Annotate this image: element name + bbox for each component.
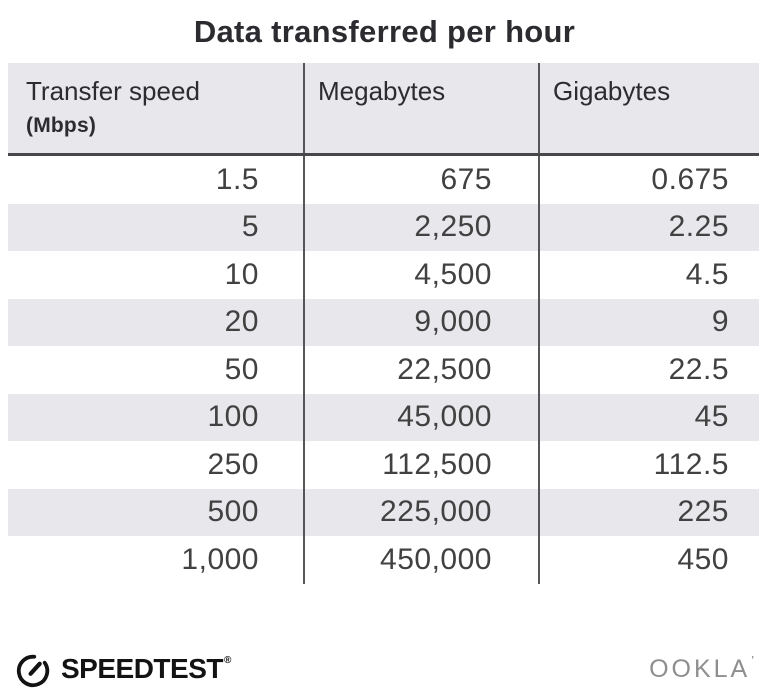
table-cell: 450 [538,536,759,584]
table-cell: 250 [207,447,259,481]
table-cell: 4.5 [538,251,759,299]
table-cell: 0.675 [538,156,759,204]
table-cell: 675 [303,156,538,204]
table-cell: 22.5 [538,346,759,394]
table-cell: 450,000 [303,536,538,584]
table-cell: 10 [224,257,259,291]
table-cell: 9 [538,298,759,346]
table-cell: 112.5 [538,441,759,489]
ookla-logo: OOKLA’ [649,654,754,684]
table-row: 250 112,500 112.5 [8,441,759,489]
table-cell: 22,500 [303,346,538,394]
chart-title: Data transferred per hour [193,14,576,49]
table-header-row: Transfer speed (Mbps) Megabytes Gigabyte… [8,63,759,156]
header-megabytes: Megabytes [303,63,538,153]
table-row: 50 22,500 22.5 [8,346,759,394]
table-cell: 20 [224,305,259,339]
header-label: Gigabytes [553,76,671,106]
table-cell: 225,000 [303,488,538,536]
table-row: 100 45,000 45 [8,393,759,441]
table-cell: 1.5 [215,162,259,196]
table-row: 20 9,000 9 [8,298,759,346]
footer: SPEEDTEST® OOKLA’ [14,650,754,688]
table-cell: 5 [241,210,259,244]
table-cell: 1,000 [181,542,259,576]
ookla-trademark-symbol: ’ [751,654,754,666]
speedtest-label: SPEEDTEST [61,653,223,684]
table-row: 5 2,250 2.25 [8,203,759,251]
header-transfer-speed: Transfer speed (Mbps) [8,63,303,153]
header-label: Transfer speed [26,76,200,106]
table-row: 1,000 450,000 450 [8,536,759,584]
table-cell: 100 [207,400,259,434]
ookla-wordmark: OOKLA [649,654,751,683]
registered-trademark-symbol: ® [223,655,231,666]
table-body: 1.5 675 0.675 5 2,250 2.25 10 4,500 4.5 20 9,000 9 5… [8,156,759,584]
table-cell: 2,250 [303,203,538,251]
table-cell: 112,500 [303,441,538,489]
speedometer-gauge-icon [16,654,50,688]
header-label: Megabytes [318,76,446,106]
table-row: 1.5 675 0.675 [8,156,759,204]
table-row: 500 225,000 225 [8,488,759,536]
table-cell: 45 [538,393,759,441]
table-cell: 9,000 [303,298,538,346]
table-cell: 50 [224,352,259,386]
speedtest-wordmark: SPEEDTEST® [61,653,231,685]
table-cell: 225 [538,488,759,536]
table-cell: 45,000 [303,393,538,441]
table-cell: 500 [207,495,259,529]
speedtest-logo: SPEEDTEST® [14,650,231,688]
table-cell: 4,500 [303,251,538,299]
data-table: Transfer speed (Mbps) Megabytes Gigabyte… [8,63,759,584]
table-row: 10 4,500 4.5 [8,251,759,299]
table-cell: 2.25 [538,203,759,251]
header-sublabel-mbps: (Mbps) [26,113,97,137]
header-gigabytes: Gigabytes [538,63,759,153]
